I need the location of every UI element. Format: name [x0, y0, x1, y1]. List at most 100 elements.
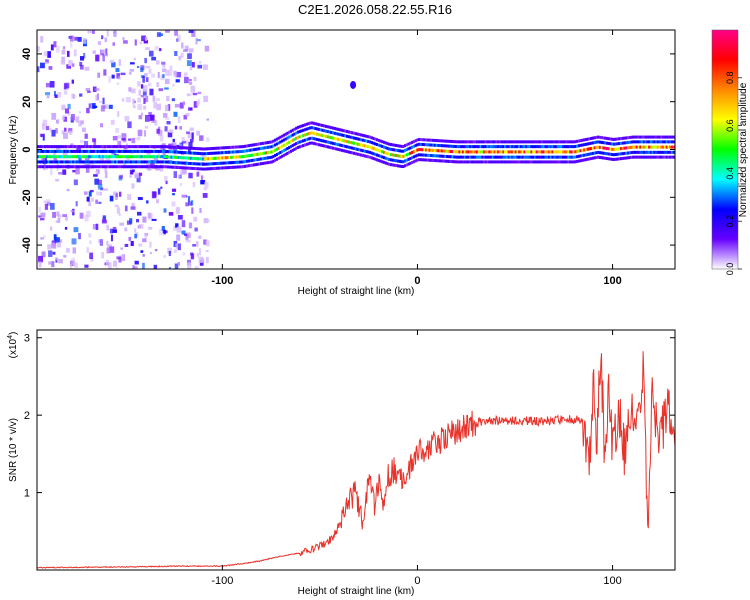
spectrogram-ridge-cell [130, 145, 133, 149]
spectrogram-noise-cell [188, 141, 193, 149]
spectrogram-ridge-cell [509, 145, 512, 149]
spectrogram-ridge-cell [328, 141, 331, 145]
spectrogram-ridge-cell [79, 160, 82, 164]
spectrogram-ridge-cell [486, 150, 489, 154]
spectrogram-ridge-cell [296, 141, 300, 145]
spectrogram-ridge-cell [238, 165, 242, 169]
spectrogram-noise-cell [130, 206, 136, 210]
spectrogram-ridge-cell [433, 159, 437, 163]
spectrogram-ridge-cell [472, 140, 475, 144]
spectrogram-ridge-cell [91, 149, 94, 153]
spectrogram-noise-cell [102, 97, 105, 105]
spectrogram-ridge-cell [632, 140, 635, 144]
spectrogram-ridge-cell [147, 155, 150, 159]
spectrogram-ridge-cell [453, 160, 456, 164]
spectrogram-ridge-cell [356, 152, 359, 156]
spectrogram-ridge-cell [435, 149, 438, 153]
spectrogram-ridge-cell [332, 136, 335, 140]
spectrogram-ridge-cell [468, 145, 472, 149]
spectrogram-noise-cell [55, 46, 60, 53]
spectrogram-ridge-cell [491, 145, 494, 149]
spectrogram-ridge-cell [230, 155, 233, 159]
spectrogram-ridge-cell [133, 160, 136, 164]
spectrogram-noise-cell [128, 236, 132, 241]
spectrogram-ridge-cell [456, 155, 459, 159]
spectrogram-noise-cell [165, 117, 170, 120]
spectrogram-ridge-cell [641, 140, 644, 144]
spectrogram-ridge-cell [112, 165, 115, 169]
spectrogram-ridge-cell [133, 145, 136, 149]
spectrogram-ridge-cell [279, 140, 282, 144]
spectrogram-ridge-cell [511, 150, 514, 154]
spectrogram-ridge-cell [295, 131, 298, 135]
spectrogram-ridge-cell [593, 141, 596, 145]
spectrogram-ridge-cell [47, 155, 50, 159]
spectrogram-ridge-cell [168, 165, 171, 169]
spectrogram-noise-cell [79, 61, 83, 67]
spectrogram-noise-cell [117, 111, 120, 117]
spectrogram-noise-cell [50, 226, 53, 231]
spectrogram-y-tick-label: 40 [21, 48, 33, 60]
spectrogram-ridge-cell [300, 144, 303, 148]
spectrogram-noise-cell [45, 59, 49, 64]
spectrogram-ridge-cell [121, 155, 124, 159]
spectrogram-ridge-cell [544, 140, 547, 144]
spectrogram-ridge-cell [351, 136, 354, 140]
spectrogram-ridge-cell [284, 142, 287, 146]
spectrogram-ridge-cell [433, 154, 437, 158]
spectrogram-ridge-cell [588, 137, 591, 141]
spectrogram-ridge-cell [432, 158, 435, 162]
spectrogram-noise-cell [52, 251, 56, 255]
spectrogram-ridge-cell [247, 159, 250, 163]
spectrogram-noise-cell [98, 183, 103, 190]
spectrogram-ridge-cell [342, 133, 345, 137]
spectrogram-noise-cell [184, 45, 189, 51]
spectrogram-ridge-cell [648, 135, 651, 139]
spectrogram-ridge-cell [168, 155, 171, 159]
spectrogram-ridge-cell [42, 160, 45, 164]
spectrogram-ridge-cell [226, 156, 229, 160]
spectrogram-ridge-cell [89, 155, 92, 159]
spectrogram-ridge-cell [644, 150, 647, 154]
spectrogram-ridge-cell [651, 155, 654, 159]
spectrogram-noise-cell [161, 61, 166, 65]
spectrogram-noise-cell [84, 66, 90, 71]
spectrogram-ridge-cell [418, 158, 421, 162]
spectrogram-ridge-cell [521, 140, 524, 144]
spectrogram-ridge-cell [226, 150, 229, 154]
spectrogram-ridge-cell [40, 155, 43, 159]
spectrogram-ridge-cell [303, 133, 307, 137]
spectrogram-ridge-cell [526, 155, 530, 159]
spectrogram-noise-cell [142, 262, 145, 269]
spectrogram-ridge-cell [309, 141, 312, 145]
spectrogram-ridge-cell [328, 135, 331, 139]
spectrogram-ridge-cell [642, 135, 646, 139]
spectrogram-ridge-cell [658, 135, 661, 139]
spectrogram-noise-cell [85, 166, 90, 173]
spectrogram-ridge-cell [317, 143, 321, 147]
spectrogram-ridge-cell [245, 144, 249, 148]
spectrogram-ridge-cell [507, 145, 510, 149]
spectrogram-noise-cell [116, 82, 120, 85]
spectrogram-ridge-cell [314, 142, 317, 146]
spectrogram-noise-cell [45, 126, 50, 131]
spectrogram-ridge-cell [142, 165, 145, 169]
spectrogram-ridge-cell [490, 155, 493, 159]
spectrogram-ridge-cell [498, 155, 502, 159]
spectrogram-ridge-cell [425, 138, 428, 142]
spectrogram-ridge-cell [240, 145, 243, 149]
spectrogram-noise-cell [142, 89, 147, 97]
spectrogram-ridge-cell [519, 150, 523, 154]
spectrogram-ridge-cell [110, 155, 113, 159]
spectrogram-ridge-cell [468, 160, 472, 164]
spectrogram-ridge-cell [179, 146, 182, 150]
spectrogram-ridge-cell [597, 150, 600, 154]
spectrogram-noise-cell [98, 239, 101, 243]
spectrogram-ridge-cell [535, 140, 538, 144]
spectrogram-ridge-cell [52, 155, 56, 159]
spectrogram-ridge-cell [635, 135, 638, 139]
spectrogram-ridge-cell [66, 149, 70, 153]
spectrogram-ridge-cell [644, 155, 647, 159]
spectrogram-noise-cell [203, 239, 207, 245]
spectrogram-noise-cell [74, 262, 78, 268]
